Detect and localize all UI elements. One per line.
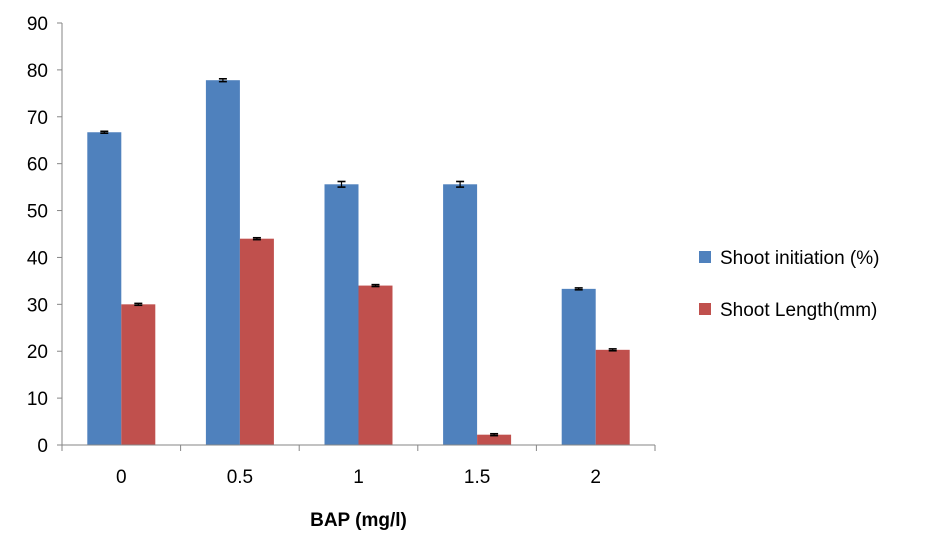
bar-series2-1: [358, 285, 393, 445]
bar-series1-2: [561, 288, 596, 445]
axes-layer: [57, 22, 656, 451]
x-tick-labels: 0 0.5 1 1.5 2: [116, 467, 601, 488]
error-bar-series1-0_5: [218, 77, 227, 83]
error-bar-series2-1: [371, 283, 380, 288]
bar-series1-0: [87, 132, 122, 446]
x-tick-label: 0.5: [227, 467, 253, 488]
error-bar-series1-1_5: [456, 180, 465, 188]
y-tick-label: 20: [27, 342, 48, 363]
y-tick-label: 40: [27, 248, 48, 269]
legend-label: Shoot initiation (%): [720, 248, 879, 269]
error-bar-series2-0: [134, 302, 143, 307]
legend-swatch: [699, 251, 711, 263]
y-tick-label: 90: [27, 14, 48, 35]
error-bar-series1-2: [574, 287, 583, 291]
x-tick-label: 1.5: [464, 467, 490, 488]
legend-item-series1: Shoot initiation (%): [699, 248, 879, 269]
y-tick-labels: 0 10 20 30 40 50 60 70 80 90: [27, 14, 48, 457]
bar-series1-1_5: [443, 184, 478, 445]
x-tick-label: 2: [590, 467, 601, 488]
legend-swatch: [699, 303, 711, 315]
bars-layer: [87, 80, 630, 446]
bar-series2-0: [121, 304, 156, 445]
error-bar-series1-0: [100, 130, 109, 134]
bar-series2-1_5: [477, 434, 512, 445]
legend: Shoot initiation (%) Shoot Length(mm): [699, 248, 879, 321]
y-tick-label: 50: [27, 202, 48, 223]
y-tick-label: 80: [27, 61, 48, 82]
bar-series2-0_5: [239, 238, 274, 445]
error-bar-series2-2: [608, 348, 617, 352]
legend-label: Shoot Length(mm): [720, 300, 877, 321]
y-tick-label: 0: [37, 436, 48, 457]
x-axis-label: BAP (mg/l): [310, 510, 407, 531]
y-tick-label: 30: [27, 295, 48, 316]
y-tick-label: 70: [27, 108, 48, 129]
x-tick-label: 0: [116, 467, 127, 488]
error-bars-layer: [100, 77, 617, 437]
legend-item-series2: Shoot Length(mm): [699, 300, 877, 321]
error-bar-series2-0_5: [252, 236, 261, 241]
y-tick-label: 60: [27, 155, 48, 176]
bar-series1-1: [324, 184, 359, 445]
x-tick-label: 1: [353, 467, 364, 488]
error-bar-series1-1: [337, 180, 346, 188]
bar-series2-2: [595, 349, 630, 445]
bar-series1-0_5: [205, 80, 240, 446]
error-bar-series2-1_5: [490, 432, 499, 437]
y-tick-label: 10: [27, 389, 48, 410]
